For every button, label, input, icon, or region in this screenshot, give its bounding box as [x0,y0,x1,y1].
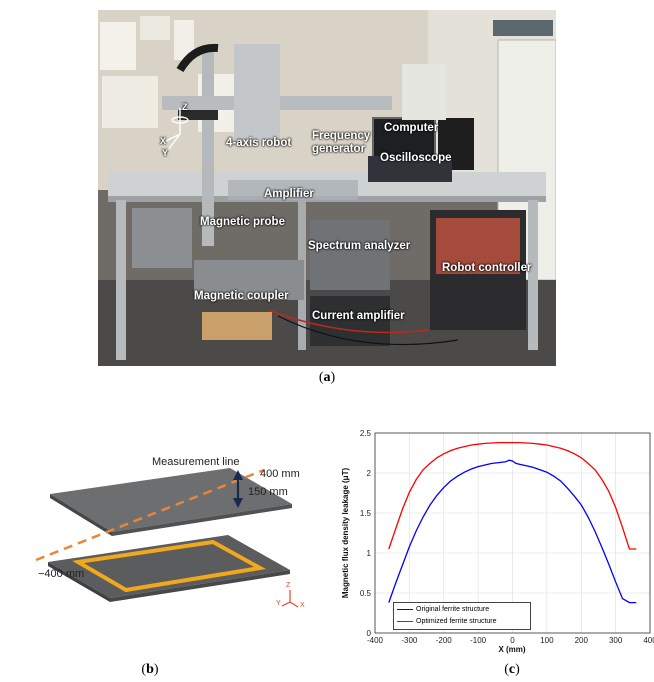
caption-c: (c) [504,662,520,677]
x-tick-label: -100 [470,636,487,645]
x-tick-label: -200 [436,636,453,645]
measurement-line [35,468,265,562]
right-end-label: 400 mm [260,468,300,480]
x-tick-label: -400 [367,636,384,645]
chart-ylabel: Magnetic flux density leakage (μT) [341,468,350,599]
diagram-axis-z: Z [286,582,291,589]
y-tick-label: 1 [367,549,372,558]
leakage-chart: -400 -300 -200 -100 0 100 200 300 400 0 0.5 1 1.5 2 2… [340,424,654,656]
diagram-axis-y: Y [276,600,281,607]
coil [72,539,267,593]
label-current-amplifier: Current amplifier [312,310,405,322]
measurement-line-label: Measurement line [152,456,240,468]
label-4-axis-robot: 4-axis robot [226,137,292,149]
series-line-optimized [388,441,637,550]
gap-label: 150 mm [248,486,288,498]
y-tick-label: 0.5 [360,589,372,598]
left-end-label: −400 mm [38,568,85,580]
y-tick-label: 2.5 [360,429,372,438]
chart-legend: Original ferrite structure Optimized fer… [393,602,531,630]
x-tick-label: 200 [575,636,589,645]
label-spectrum-analyzer: Spectrum analyzer [308,240,411,252]
label-oscilloscope: Oscilloscope [380,152,452,164]
y-tick-label: 1.5 [360,509,372,518]
legend-label-original: Original ferrite structure [416,605,490,613]
legend-item-optimized: Optimized ferrite structure [394,615,530,627]
x-tick-label: 0 [510,636,515,645]
series-line-original [388,459,637,604]
chart-xlabel: X (mm) [498,645,525,654]
upper-plate [50,468,292,532]
x-tick-label: 100 [540,636,554,645]
legend-label-optimized: Optimized ferrite structure [416,617,497,625]
y-tick-label: 0 [367,629,372,638]
label-amplifier: Amplifier [264,188,314,200]
x-tick-label: -300 [401,636,418,645]
x-tick-label: 300 [609,636,623,645]
lab-photo-drawing [98,10,556,366]
legend-swatch-red [397,620,413,622]
legend-swatch-blue [397,608,413,610]
label-magnetic-probe: Magnetic probe [200,216,285,228]
caption-a: (a) [318,370,336,385]
diagram-drawing [35,468,299,608]
photo-axis-x: X [160,136,167,146]
diagram-axis-x: X [300,602,305,609]
lab-setup-photo: 4-axis robot Frequency generator Compute… [98,10,556,366]
label-magnetic-coupler: Magnetic coupler [194,290,289,302]
chart-svg: -400 -300 -200 -100 0 100 200 300 400 0 0.5 1 1.5 2 2… [341,429,654,654]
photo-axis-z: Z [182,102,188,112]
measurement-diagram: Measurement line 400 mm 150 mm −400 mm Z… [28,450,318,620]
label-computer: Computer [384,122,439,134]
label-robot-controller: Robot controller [442,262,532,274]
x-tick-label: 400 [643,636,654,645]
photo-axis-y: Y [162,148,169,158]
legend-item-original: Original ferrite structure [394,603,530,615]
caption-b: (b) [141,662,159,677]
y-tick-label: 2 [367,469,372,478]
label-frequency-generator: Frequency generator [312,130,371,155]
